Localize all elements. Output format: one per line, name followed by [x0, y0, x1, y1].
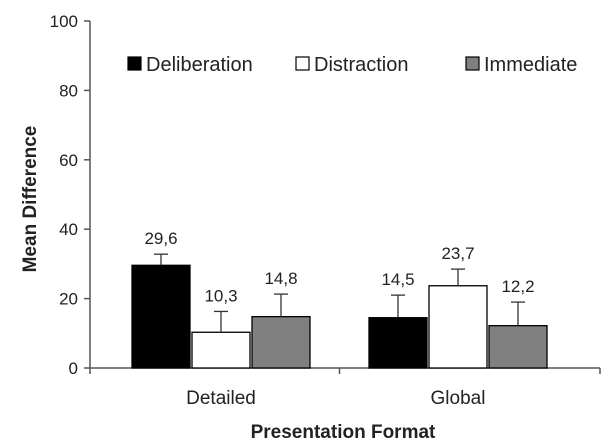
- legend-label-distraction: Distraction: [314, 54, 408, 76]
- axes: 0 20 40 60 80 100 Detailed Global: [50, 12, 601, 409]
- bar-immediate-detailed: [251, 315, 311, 369]
- data-label: 14,8: [264, 269, 297, 288]
- data-label: 23,7: [441, 244, 474, 263]
- legend-swatch-distraction: [295, 56, 310, 71]
- legend: Deliberation Distraction Immediate: [127, 54, 577, 76]
- bars: 29,6 14,5 10,3 23,7 14,8 12,2: [131, 229, 548, 369]
- data-label: 12,2: [501, 277, 534, 296]
- legend-swatch-deliberation: [127, 56, 142, 71]
- y-tick-label: 0: [69, 359, 78, 378]
- bar-deliberation-detailed: [131, 264, 191, 369]
- legend-swatch-immediate: [465, 56, 480, 71]
- y-tick-label: 40: [59, 220, 78, 239]
- x-axis-title: Presentation Format: [251, 422, 436, 443]
- data-label: 14,5: [381, 270, 414, 289]
- legend-label-deliberation: Deliberation: [146, 54, 253, 76]
- data-label: 10,3: [204, 286, 237, 305]
- y-tick-label: 20: [59, 290, 78, 309]
- x-tick-label: Global: [431, 388, 486, 409]
- y-tick-label: 60: [59, 151, 78, 170]
- bar-distraction-global: [428, 285, 488, 369]
- x-tick-label: Detailed: [186, 388, 256, 409]
- bar-distraction-detailed: [191, 331, 251, 369]
- y-tick-label: 100: [50, 12, 78, 31]
- legend-label-immediate: Immediate: [484, 54, 577, 76]
- bar-deliberation-global: [368, 317, 428, 369]
- y-tick-label: 80: [59, 81, 78, 100]
- bar-immediate-global: [488, 325, 548, 369]
- y-axis-title: Mean Difference: [20, 126, 41, 273]
- data-label: 29,6: [144, 229, 177, 248]
